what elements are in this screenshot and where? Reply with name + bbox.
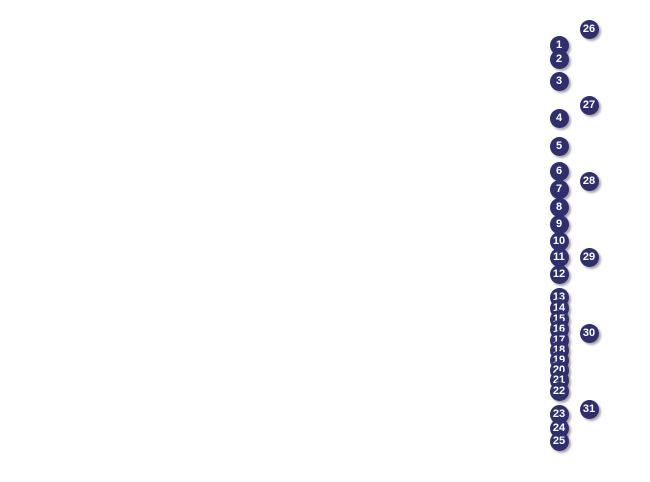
numbered-marker: 22 bbox=[549, 381, 569, 401]
numbered-marker: 10 bbox=[549, 231, 569, 251]
numbered-marker: 23 bbox=[549, 404, 569, 424]
numbered-marker: 9 bbox=[549, 214, 569, 234]
numbered-marker: 2 bbox=[549, 49, 569, 69]
numbered-marker: 25 bbox=[549, 431, 569, 451]
numbered-marker: 29 bbox=[579, 247, 599, 267]
numbered-marker: 7 bbox=[549, 179, 569, 199]
numbered-marker: 8 bbox=[549, 197, 569, 217]
numbered-marker: 27 bbox=[579, 95, 599, 115]
numbered-marker: 31 bbox=[579, 399, 599, 419]
numbered-marker: 12 bbox=[549, 264, 569, 284]
numbered-marker: 5 bbox=[549, 136, 569, 156]
numbered-marker: 30 bbox=[579, 323, 599, 343]
numbered-marker: 6 bbox=[549, 161, 569, 181]
numbered-marker: 4 bbox=[549, 108, 569, 128]
numbered-marker: 1 bbox=[549, 35, 569, 55]
numbered-marker: 3 bbox=[549, 71, 569, 91]
numbered-marker: 26 bbox=[579, 19, 599, 39]
numbered-marker: 11 bbox=[549, 247, 569, 267]
numbered-marker: 28 bbox=[579, 171, 599, 191]
